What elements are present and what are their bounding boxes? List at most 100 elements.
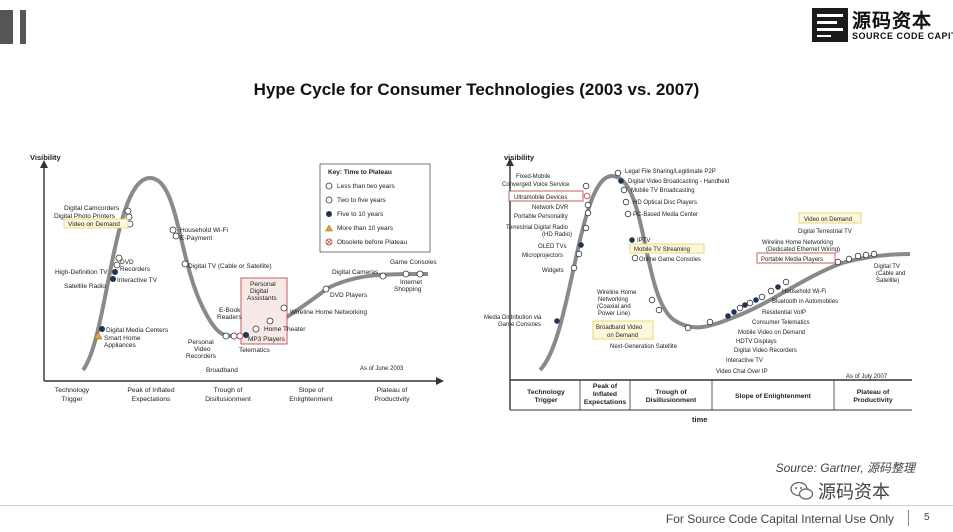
hype-curve-2007 bbox=[538, 173, 911, 372]
label-network-dvr: Network DVR bbox=[532, 205, 569, 211]
label-game-consoles: Game Consoles bbox=[390, 259, 437, 266]
label-fixed-mobile-2: Converged Voice Service bbox=[502, 182, 570, 188]
ultramobile-box bbox=[508, 190, 584, 202]
label-ebook-2: Readers bbox=[217, 314, 242, 321]
wechat-icon bbox=[790, 481, 814, 500]
key-item-five-ten: Five to 10 years bbox=[337, 211, 384, 218]
label-wireline-1: Wireline Home bbox=[597, 290, 637, 296]
label-dvd-recorders-2: Recorders bbox=[120, 266, 151, 273]
less-than-two-years-icon bbox=[325, 182, 333, 190]
label-smart-home-2: Appliances bbox=[104, 342, 137, 349]
phase-4-line-1: Slope of Enlightenment bbox=[735, 393, 812, 400]
y-axis-arrow-icon bbox=[40, 160, 48, 168]
right-chart-date: As of July 2007 bbox=[846, 374, 888, 380]
label-next-gen-sat: Next-Generation Satellite bbox=[610, 344, 678, 350]
label-digital-tv-3: Satellite) bbox=[876, 278, 899, 284]
label-telematics: Telematics bbox=[239, 347, 270, 354]
label-pda-3: Assistants bbox=[247, 295, 277, 302]
phase-labels-2003: Technology Trigger Peak of Inflated Expe… bbox=[55, 387, 410, 403]
tech-labels-2003: Digital Camcorders Digital Photo Printer… bbox=[54, 205, 437, 374]
label-e-payment: E-Payment bbox=[180, 235, 212, 242]
label-video-on-demand: Video on Demand bbox=[68, 221, 120, 228]
footer-separator bbox=[908, 510, 909, 526]
label-pda-2: Digital bbox=[250, 288, 269, 295]
label-mobile-vod: Mobile Video on Demand bbox=[738, 330, 805, 336]
label-widgets: Widgets bbox=[542, 268, 564, 274]
label-mobile-tv-broadcasting: Mobile TV Broadcasting bbox=[631, 188, 695, 194]
phase-1-line-1: Technology bbox=[55, 387, 90, 394]
label-tdr-2: (HD Radio) bbox=[542, 232, 572, 238]
label-bb-video-2: on Demand bbox=[607, 333, 638, 339]
label-broadband: Broadband bbox=[206, 367, 238, 374]
phase-3-line-1: Trough of bbox=[655, 389, 687, 396]
label-dvd-players: DVD Players bbox=[330, 292, 368, 299]
label-hdtv-displays: HDTV Displays bbox=[736, 339, 777, 345]
label-pc-media-center: PC-Based Media Center bbox=[633, 212, 698, 218]
curve-markers bbox=[554, 169, 878, 332]
two-to-five-years-icon bbox=[325, 196, 333, 204]
highlight-boxes bbox=[508, 190, 862, 340]
label-pvr-3: Recorders bbox=[186, 353, 217, 360]
logo-chinese-name: 源码资本 bbox=[852, 10, 933, 32]
label-internet-shopping-2: Shopping bbox=[394, 286, 422, 293]
key-title: Key: Time to Plateau bbox=[328, 169, 392, 176]
label-video-on-demand: Video on Demand bbox=[804, 217, 852, 223]
key-item-less-two: Less than two years bbox=[337, 183, 396, 190]
label-wireline-4: Power Line) bbox=[598, 311, 630, 317]
corner-bar bbox=[0, 10, 13, 44]
corner-bar-accent bbox=[20, 10, 26, 44]
source-note: Source: Gartner, 源码整理 bbox=[775, 461, 915, 475]
label-wireline: Wireline Home Networking bbox=[290, 309, 367, 316]
key-item-obsolete: Obsolete before Plateau bbox=[337, 239, 407, 246]
label-consumer-telematics: Consumer Telematics bbox=[752, 320, 810, 326]
label-interactive-tv: Interactive TV bbox=[117, 277, 158, 284]
label-online-games: Online Game Consoles bbox=[639, 257, 701, 263]
logo-english-name: SOURCE CODE CAPITAL bbox=[852, 31, 953, 41]
label-pda-1: Personal bbox=[250, 281, 276, 288]
footer-divider bbox=[0, 505, 953, 506]
logo-mark-icon bbox=[812, 8, 848, 42]
phase-3-line-2: Disillusionment bbox=[646, 397, 697, 404]
x-axis-arrow-icon bbox=[436, 377, 444, 385]
label-whn-2: (Dedicated Ethernet Wiring) bbox=[766, 247, 840, 253]
phase-3-line-2: Disillusionment bbox=[205, 396, 251, 403]
label-bb-video-1: Broadband Video bbox=[596, 325, 643, 331]
label-microprojectors: Microprojectors bbox=[522, 253, 563, 259]
label-video-chat: Video Chat Over IP bbox=[716, 369, 768, 375]
phase-2-line-2: Expectations bbox=[132, 396, 172, 403]
x-axis-label: time bbox=[692, 415, 707, 424]
label-mobile-tv-streaming: Mobile TV Streaming bbox=[634, 247, 690, 253]
phase-2-line-2: Inflated bbox=[593, 391, 617, 398]
left-chart-date: As of June 2003 bbox=[360, 366, 404, 372]
five-to-ten-years-icon bbox=[326, 211, 332, 217]
label-dvb-h: Digital Video Broadcasting - Handheld bbox=[628, 179, 729, 185]
label-dvd-recorders-1: DVD bbox=[120, 259, 134, 266]
phase-3-line-1: Trough of bbox=[214, 387, 243, 394]
phase-2-line-1: Peak of Inflated bbox=[127, 387, 174, 394]
phase-2-line-1: Peak of bbox=[593, 383, 618, 390]
label-digital-camcorders: Digital Camcorders bbox=[64, 205, 120, 212]
tech-labels-2007: Fixed-Mobile Converged Voice Service Ult… bbox=[484, 169, 905, 380]
label-interactive-tv: Interactive TV bbox=[726, 358, 763, 364]
portable-media-box bbox=[756, 252, 836, 264]
mobile-tv-streaming-box bbox=[629, 243, 705, 254]
label-whn-1: Wireline Home Networking bbox=[762, 240, 833, 246]
pda-highlight-box bbox=[240, 277, 288, 345]
label-media-dist-1: Media Distribution via bbox=[484, 315, 542, 321]
label-smart-home-1: Smart Home bbox=[104, 335, 141, 342]
page-number: 5 bbox=[924, 512, 930, 523]
label-digital-tv: Digital TV (Cable or Satellite) bbox=[188, 263, 272, 270]
page-title: Hype Cycle for Consumer Technologies (20… bbox=[253, 80, 700, 99]
label-household-wifi: Household Wi-Fi bbox=[782, 289, 826, 295]
broadband-video-box bbox=[592, 320, 654, 340]
label-wireline-2: Networking bbox=[598, 297, 628, 303]
label-mp3-players: MP3 Players bbox=[248, 336, 286, 343]
curve-markers bbox=[93, 207, 424, 340]
label-ultramobile: Ultramobile Devices bbox=[514, 195, 567, 201]
label-file-sharing: Legal File Sharing/Legitimate P2P bbox=[625, 169, 716, 175]
phase-2-line-3: Expectations bbox=[584, 399, 627, 406]
company-logo: 源码资本 SOURCE CODE CAPITAL bbox=[812, 6, 953, 46]
label-digital-cameras: Digital Cameras bbox=[332, 269, 379, 276]
phase-1-line-1: Technology bbox=[527, 389, 565, 396]
video-on-demand-box bbox=[798, 212, 862, 224]
